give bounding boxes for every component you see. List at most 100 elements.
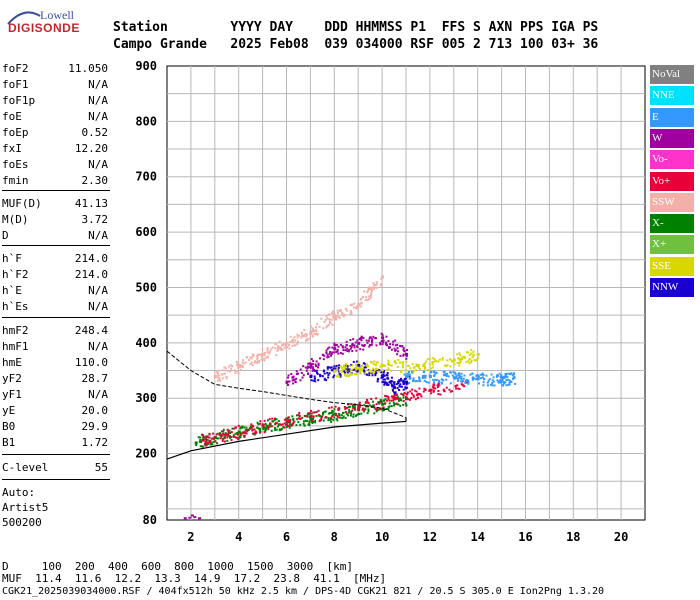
legend-item: NNW [650, 278, 694, 297]
echo-dot [236, 362, 239, 365]
echo-dot [226, 439, 229, 442]
echo-dot [390, 348, 393, 351]
echo-dot [268, 352, 271, 355]
echo-dot [395, 393, 398, 396]
echo-dot [222, 369, 225, 372]
echo-dot [283, 426, 286, 429]
echo-dot [345, 412, 348, 415]
echo-dot [343, 373, 346, 376]
echo-dot [307, 362, 310, 365]
echo-dot [450, 360, 453, 363]
echo-dot [462, 377, 465, 380]
echo-dot [289, 420, 292, 423]
echo-dot [312, 367, 315, 370]
echo-dot [311, 335, 314, 338]
echo-point [237, 430, 241, 434]
echo-dot [356, 346, 359, 349]
echo-dot [387, 346, 390, 349]
echo-dot [393, 383, 396, 386]
echo-dot [385, 383, 388, 386]
echo-dot [344, 417, 347, 420]
param-name: fxI [2, 142, 22, 155]
echo-dot [281, 348, 284, 351]
echo-dot [312, 360, 315, 363]
echo-dot [346, 347, 349, 350]
echo-dot [343, 370, 346, 373]
echo-dot [216, 432, 219, 435]
echo-dot [384, 398, 387, 401]
echo-dot [455, 377, 458, 380]
echo-dot [334, 413, 337, 416]
echo-dot [256, 421, 259, 424]
echo-dot [330, 354, 333, 357]
echo-dot [513, 372, 516, 375]
echo-dot [392, 395, 395, 398]
echo-dot [284, 343, 287, 346]
echo-dot [274, 429, 277, 432]
echo-dot [247, 358, 250, 361]
echo-dot [292, 417, 295, 420]
param-name: hmF2 [2, 324, 29, 337]
y-tick-label: 900 [135, 59, 157, 73]
echo-dot [382, 409, 385, 412]
echo-dot [322, 411, 325, 414]
echo-dot [349, 372, 352, 375]
echo-dot [408, 377, 411, 380]
echo-dot [215, 370, 218, 373]
echo-point [381, 336, 385, 340]
echo-dot [392, 340, 395, 343]
echo-dot [342, 313, 345, 316]
echo-dot [423, 379, 426, 382]
echo-dot [310, 358, 313, 361]
param-value: 29.9 [81, 420, 109, 433]
legend-item: SSE [650, 256, 694, 276]
echo-dot [431, 366, 434, 369]
echo-dot [475, 378, 478, 381]
echo-dot [216, 442, 219, 445]
echo-dot [308, 423, 311, 426]
echo-dot [424, 365, 427, 368]
echo-dot [366, 291, 369, 294]
echo-dot [461, 356, 464, 359]
param-divider [2, 454, 110, 455]
echo-dot [402, 403, 405, 406]
param-value: N/A [88, 340, 108, 353]
echo-dot [270, 425, 273, 428]
echo-dot [381, 343, 384, 346]
echo-dot [398, 379, 401, 382]
echo-dot [241, 364, 244, 367]
echo-dot [328, 406, 331, 409]
echo-dot [330, 416, 333, 419]
echo-dot [379, 343, 382, 346]
echo-dot [421, 377, 424, 380]
echo-dot [325, 326, 328, 329]
echo-dot [500, 375, 503, 378]
echo-dot [352, 413, 355, 416]
echo-dot [288, 347, 291, 350]
echo-dot [232, 434, 235, 437]
echo-dot [407, 375, 410, 378]
echo-dot [363, 404, 366, 407]
echo-dot [277, 347, 280, 350]
echo-dot [467, 379, 470, 382]
echo-dot [271, 417, 274, 420]
echo-dot [260, 356, 263, 359]
echo-dot [336, 375, 339, 378]
echo-dot [259, 429, 262, 432]
echo-dot [278, 428, 281, 431]
echo-dot [450, 390, 453, 393]
echo-dot [208, 440, 211, 443]
echo-dot [332, 419, 335, 422]
echo-point [393, 397, 397, 401]
echo-dot [422, 390, 425, 393]
echo-dot [351, 409, 354, 412]
echo-dot [367, 365, 370, 368]
echo-dot [502, 381, 505, 384]
echo-dot [422, 376, 425, 379]
echo-point [476, 352, 480, 356]
echo-dot [337, 316, 340, 319]
echo-dot [429, 371, 432, 374]
echo-dot [467, 382, 470, 385]
x-tick-label: 14 [470, 530, 484, 544]
echo-dot [310, 325, 313, 328]
